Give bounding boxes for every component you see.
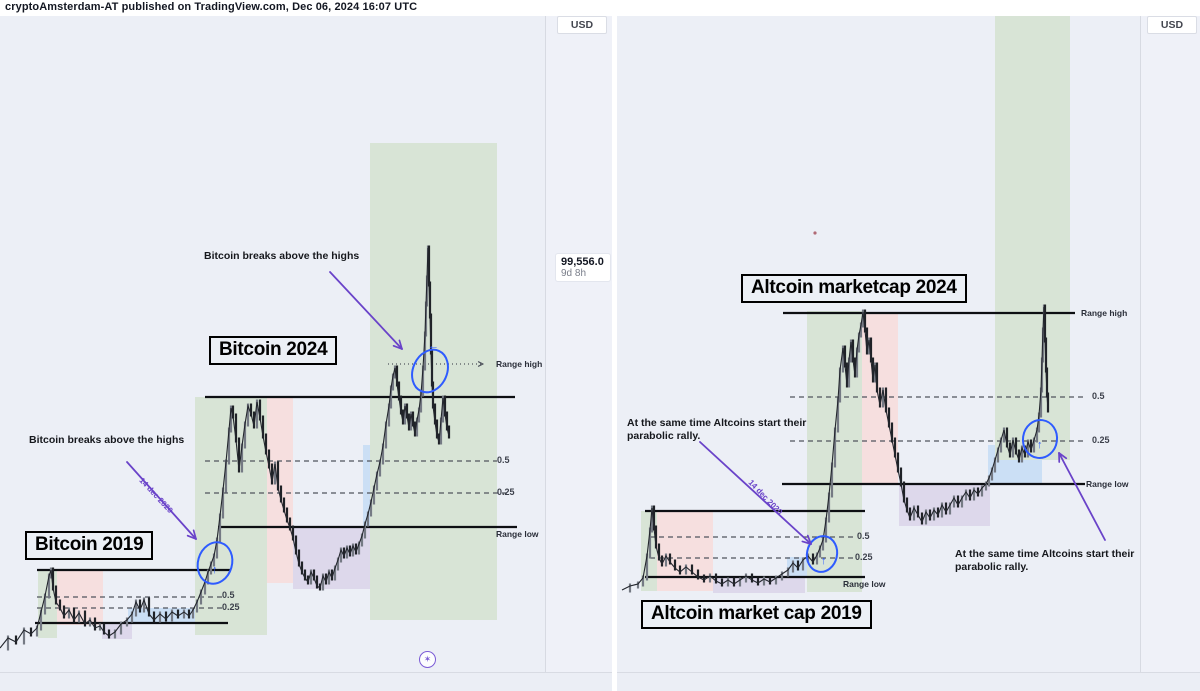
add-marker-icon: ✶	[419, 651, 436, 668]
zone-green	[195, 397, 267, 635]
annotation-note: Bitcoin breaks above the highs	[29, 434, 185, 446]
pen-arrow-glyph: ↑	[212, 564, 218, 576]
chart-title-box: Altcoin market cap 2019	[641, 600, 872, 629]
range-label: Range low	[843, 579, 886, 589]
annotation-arrow	[126, 461, 197, 540]
currency-label-right: USD	[1147, 16, 1197, 34]
chart-plot	[621, 16, 1106, 593]
highlight-ellipse	[1021, 419, 1059, 459]
axis-border-right	[1140, 16, 1141, 672]
level-label: 0.25	[855, 552, 873, 562]
pen-arrow-glyph: ↑	[1037, 439, 1043, 451]
pen-arrow-glyph: ↑	[821, 555, 827, 567]
chart-plot	[0, 143, 517, 651]
highlight-ellipse	[805, 535, 839, 573]
bottom-toolbar	[0, 672, 1200, 691]
highlight-ellipse	[411, 348, 449, 394]
arrow-head	[392, 344, 403, 350]
star-glyph: ✶	[423, 654, 432, 664]
chart-title-box: Altcoin marketcap 2024	[741, 274, 967, 303]
range-label: Range low	[496, 529, 539, 539]
chart-title-box: Bitcoin 2024	[209, 336, 338, 365]
range-label: Range high	[1081, 308, 1128, 318]
bar-countdown: 9d 8h	[561, 268, 587, 279]
arrow-head	[477, 361, 484, 365]
price-axis-right[interactable]: USD	[1141, 16, 1200, 672]
annotation-arrow	[329, 271, 403, 350]
arrow-head	[1058, 452, 1068, 460]
level-label: 0.5	[1092, 391, 1105, 401]
attribution-bar: cryptoAmsterdam-AT published on TradingV…	[0, 0, 1200, 16]
chart-title-box: Bitcoin 2019	[25, 531, 154, 560]
chart-canvas-altcoin[interactable]: Altcoin marketcap 2024 Altcoin market cap…	[617, 16, 1140, 672]
arrow-head	[801, 540, 812, 545]
price-path	[621, 306, 1049, 591]
range-label: Range high	[496, 359, 543, 369]
arrow-head	[806, 534, 812, 545]
level-label: 0.25	[1092, 435, 1110, 445]
level-label: 0.25	[222, 602, 240, 612]
annotation-arrow	[1058, 452, 1106, 541]
price-path	[0, 247, 450, 649]
attribution-text: cryptoAmsterdam-AT published on TradingV…	[5, 1, 418, 13]
arrow-head	[192, 529, 197, 540]
annotation-note: At the same time Altcoins start their pa…	[955, 548, 1135, 573]
price-value: 99,556.0	[561, 256, 604, 268]
axis-border-left	[545, 16, 546, 672]
currency-label-left: USD	[557, 16, 607, 34]
level-label: 0.5	[497, 455, 510, 465]
arrow-head	[186, 534, 197, 540]
annotation-note: Bitcoin breaks above the highs	[204, 250, 360, 262]
annotation-note: At the same time Altcoins start their pa…	[627, 417, 807, 442]
highlight-ellipse	[196, 541, 234, 585]
zone-purple	[899, 484, 990, 526]
arrow-head	[398, 339, 403, 350]
chart-canvas-bitcoin[interactable]: Bitcoin 2019 Bitcoin 2024 Bitcoin breaks a…	[0, 16, 545, 672]
level-label: 0.5	[222, 590, 235, 600]
zone-green	[995, 16, 1070, 460]
price-axis-left[interactable]: USD 99,556.0 9d 8h	[546, 16, 612, 672]
stray-dot	[813, 231, 817, 235]
panel-divider	[612, 0, 617, 691]
level-label: 0.25	[497, 487, 515, 497]
pen-arrow-glyph: ←	[428, 340, 439, 352]
last-price-label: 99,556.0 9d 8h	[556, 254, 610, 281]
level-label: 0.5	[857, 531, 870, 541]
arrow-head	[477, 363, 484, 367]
annotation-arrow	[699, 441, 812, 545]
range-label: Range low	[1086, 479, 1129, 489]
